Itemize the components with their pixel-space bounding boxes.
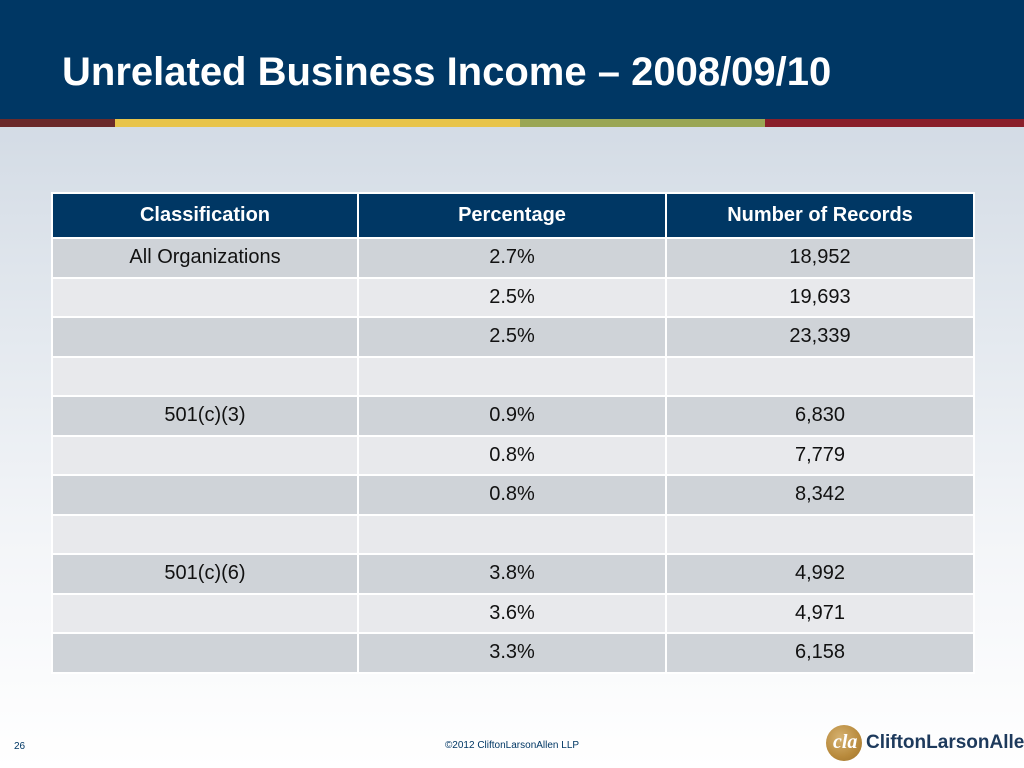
- table-row: 3.6% 4,971: [51, 592, 975, 634]
- accent-stripe: [115, 119, 520, 127]
- ubi-table: Classification Percentage Number of Reco…: [51, 192, 975, 674]
- records-cell: 19,693: [665, 276, 975, 318]
- records-cell: 4,992: [665, 553, 975, 595]
- table-row: 501(c)(3) 0.9% 6,830: [51, 395, 975, 437]
- table-row: 2.5% 23,339: [51, 316, 975, 358]
- percentage-cell: [357, 355, 667, 397]
- company-logo: cla CliftonLarsonAllen: [826, 724, 1024, 762]
- classification-cell: 501(c)(6): [51, 553, 359, 595]
- table-row: 3.3% 6,158: [51, 632, 975, 674]
- records-cell: 23,339: [665, 316, 975, 358]
- table-row: All Organizations 2.7% 18,952: [51, 237, 975, 279]
- percentage-cell: [357, 513, 667, 555]
- accent-stripe: [520, 119, 765, 127]
- classification-cell: [51, 434, 359, 476]
- column-header-classification: Classification: [51, 192, 359, 239]
- classification-cell: [51, 474, 359, 516]
- percentage-cell: 3.6%: [357, 592, 667, 634]
- percentage-cell: 2.5%: [357, 316, 667, 358]
- classification-cell: [51, 632, 359, 674]
- table-row: 501(c)(6) 3.8% 4,992: [51, 553, 975, 595]
- classification-cell: [51, 513, 359, 555]
- records-cell: 4,971: [665, 592, 975, 634]
- records-cell: 6,158: [665, 632, 975, 674]
- classification-cell: 501(c)(3): [51, 395, 359, 437]
- column-header-percentage: Percentage: [357, 192, 667, 239]
- table-row: 2.5% 19,693: [51, 276, 975, 318]
- classification-cell: [51, 355, 359, 397]
- percentage-cell: 0.9%: [357, 395, 667, 437]
- classification-cell: All Organizations: [51, 237, 359, 279]
- percentage-cell: 0.8%: [357, 474, 667, 516]
- table-header-row: Classification Percentage Number of Reco…: [51, 192, 975, 239]
- title-bar: Unrelated Business Income – 2008/09/10: [0, 0, 1024, 119]
- table-row: 0.8% 8,342: [51, 474, 975, 516]
- classification-cell: [51, 592, 359, 634]
- records-cell: 7,779: [665, 434, 975, 476]
- table-row: 0.8% 7,779: [51, 434, 975, 476]
- page-number: 26: [14, 741, 26, 752]
- percentage-cell: 0.8%: [357, 434, 667, 476]
- records-cell: [665, 513, 975, 555]
- records-cell: [665, 355, 975, 397]
- records-cell: 6,830: [665, 395, 975, 437]
- percentage-cell: 3.8%: [357, 553, 667, 595]
- records-cell: 18,952: [665, 237, 975, 279]
- table-row: [51, 513, 975, 555]
- table-row: [51, 355, 975, 397]
- logo-wordmark: CliftonLarsonAllen: [866, 732, 1024, 753]
- records-cell: 8,342: [665, 474, 975, 516]
- classification-cell: [51, 316, 359, 358]
- classification-cell: [51, 276, 359, 318]
- accent-stripe: [0, 119, 115, 127]
- percentage-cell: 3.3%: [357, 632, 667, 674]
- percentage-cell: 2.5%: [357, 276, 667, 318]
- cla-monogram-icon: cla: [826, 725, 862, 761]
- column-header-records: Number of Records: [665, 192, 975, 239]
- slide-title: Unrelated Business Income – 2008/09/10: [62, 50, 832, 94]
- accent-stripe: [765, 119, 1024, 127]
- copyright-notice: ©2012 CliftonLarsonAllen LLP: [444, 740, 580, 751]
- percentage-cell: 2.7%: [357, 237, 667, 279]
